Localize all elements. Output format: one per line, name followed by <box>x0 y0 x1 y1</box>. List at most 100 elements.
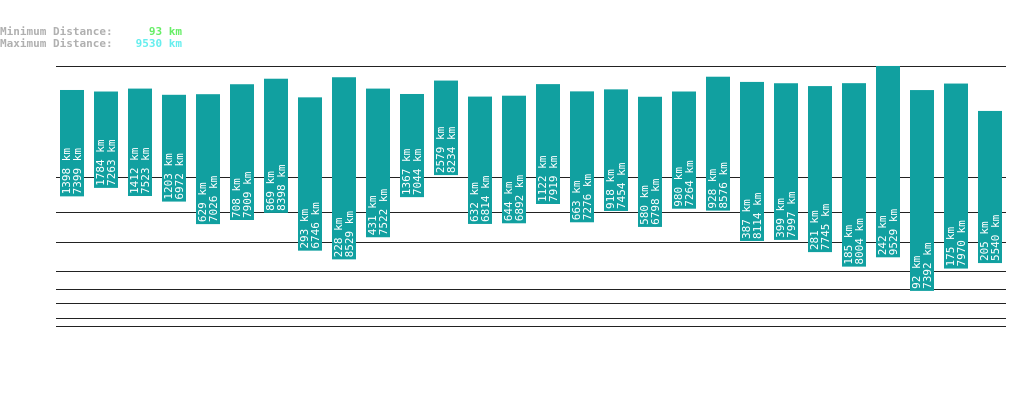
max-label: 7909 km <box>241 171 254 218</box>
min-label: 1398 km <box>60 148 73 195</box>
min-label: 632 km <box>468 182 481 222</box>
max-label: 7919 km <box>547 155 560 202</box>
bar <box>910 90 934 291</box>
max-label: 7523 km <box>139 147 152 194</box>
min-label: 869 km <box>264 171 277 211</box>
max-label: 8576 km <box>717 162 730 209</box>
max-label: 8529 km <box>343 211 356 258</box>
bar <box>672 91 696 209</box>
max-label: 7392 km <box>921 242 934 289</box>
max-label: 7264 km <box>683 160 696 207</box>
max-label: 8234 km <box>445 126 458 173</box>
bar <box>978 110 1002 264</box>
min-label: 2579 km <box>434 126 447 173</box>
min-label: 629 km <box>196 182 209 222</box>
bar <box>264 78 288 213</box>
max-label: 7970 km <box>955 220 968 267</box>
bar <box>808 86 832 253</box>
bar <box>774 83 798 240</box>
bar <box>400 93 424 198</box>
bar <box>570 91 594 223</box>
bar <box>366 88 390 238</box>
min-label: 663 km <box>570 180 583 220</box>
bar <box>944 83 968 269</box>
bar <box>162 94 186 202</box>
min-label: 1412 km <box>128 147 141 194</box>
max-label: 9529 km <box>887 209 900 256</box>
max-label: 8004 km <box>853 218 866 265</box>
min-label: 580 km <box>638 185 651 225</box>
min-label: 242 km <box>876 215 889 255</box>
min-label: 92 km <box>910 255 923 288</box>
min-label: 293 km <box>298 209 311 249</box>
bar <box>332 77 356 260</box>
bar <box>94 91 118 188</box>
max-label: 7044 km <box>411 148 424 195</box>
bar <box>128 88 152 197</box>
max-label: 7026 km <box>207 175 220 222</box>
max-label: 7454 km <box>615 162 628 209</box>
bar <box>842 83 866 267</box>
min-label: 431 km <box>366 195 379 235</box>
summary-label: Maximum Distance: <box>0 37 113 50</box>
min-label: 387 km <box>740 199 753 239</box>
max-label: 7399 km <box>71 148 84 195</box>
max-label: 8114 km <box>751 192 764 239</box>
min-label: 185 km <box>842 225 855 265</box>
max-label: 5540 km <box>989 214 1002 261</box>
bar <box>196 94 220 225</box>
min-label: 928 km <box>706 168 719 208</box>
max-label: 7997 km <box>785 191 798 238</box>
bar <box>740 81 764 241</box>
min-label: 644 km <box>502 181 515 221</box>
bar <box>876 65 900 258</box>
min-label: 281 km <box>808 210 821 250</box>
bar <box>60 89 84 197</box>
bar <box>298 97 322 251</box>
min-label: 228 km <box>332 217 345 257</box>
max-label: 6798 km <box>649 178 662 225</box>
summary-value: 93 km <box>149 25 182 38</box>
max-label: 7522 km <box>377 189 390 236</box>
max-label: 6892 km <box>513 175 526 222</box>
min-label: 980 km <box>672 167 685 207</box>
bar <box>536 84 560 205</box>
min-label: 1367 km <box>400 148 413 195</box>
bar <box>604 89 628 211</box>
max-label: 6746 km <box>309 202 322 249</box>
min-label: 399 km <box>774 198 787 238</box>
max-label: 7263 km <box>105 139 118 186</box>
min-label: 918 km <box>604 169 617 209</box>
min-label: 1203 km <box>162 153 175 200</box>
max-label: 7745 km <box>819 203 832 250</box>
min-label: 1784 km <box>94 139 107 186</box>
max-label: 6814 km <box>479 175 492 222</box>
bar <box>638 96 662 227</box>
min-label: 708 km <box>230 178 243 218</box>
bar <box>502 95 526 224</box>
summary-label: Minimum Distance: <box>0 25 113 38</box>
